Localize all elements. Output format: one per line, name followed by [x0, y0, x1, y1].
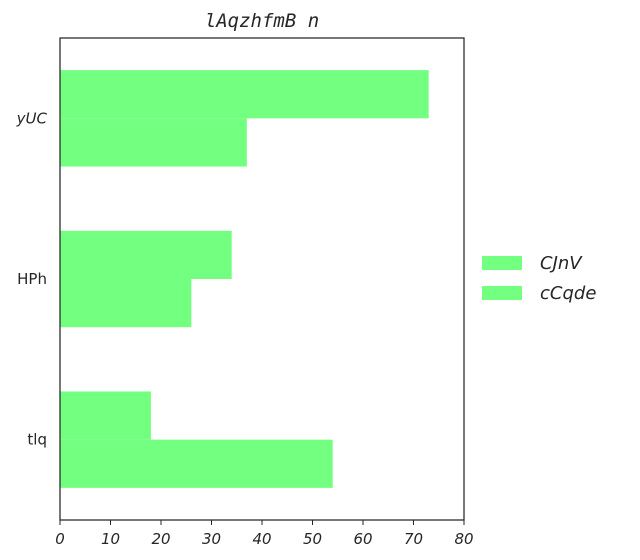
legend-label-CJnV: CJnV	[540, 253, 583, 274]
x-tick-label: 80	[454, 530, 473, 548]
y-tick-label: yUC	[16, 109, 48, 127]
x-tick-label: 20	[151, 530, 170, 548]
x-tick-label: 30	[202, 530, 221, 548]
y-tick-label: tlq	[27, 431, 47, 449]
legend: CJnV cCqde	[482, 253, 596, 304]
x-tick-label: 50	[303, 530, 322, 548]
chart-title: lAqzhfmB n	[205, 10, 319, 32]
bars-group	[60, 70, 429, 488]
y-tick-label: HPh	[17, 270, 47, 288]
legend-swatch-cCqde	[482, 286, 522, 300]
x-tick-label: 0	[55, 530, 65, 548]
x-tick-label: 10	[101, 530, 120, 548]
bar-CJnV-yUC	[60, 70, 429, 119]
x-axis-ticks: 0 10 20 30 40 50 60 70 80	[55, 520, 474, 548]
y-axis-labels: tlq HPh yUC	[16, 109, 48, 448]
legend-swatch-CJnV	[482, 256, 522, 270]
legend-label-cCqde: cCqde	[540, 283, 596, 304]
bar-cCqde-yUC	[60, 118, 247, 167]
x-tick-label: 40	[252, 530, 271, 548]
bar-cCqde-tlq	[60, 439, 333, 488]
bar-CJnV-HPh	[60, 230, 232, 279]
x-tick-label: 60	[353, 530, 372, 548]
bar-cCqde-HPh	[60, 279, 192, 328]
x-tick-label: 70	[404, 530, 423, 548]
bar-CJnV-tlq	[60, 391, 151, 440]
